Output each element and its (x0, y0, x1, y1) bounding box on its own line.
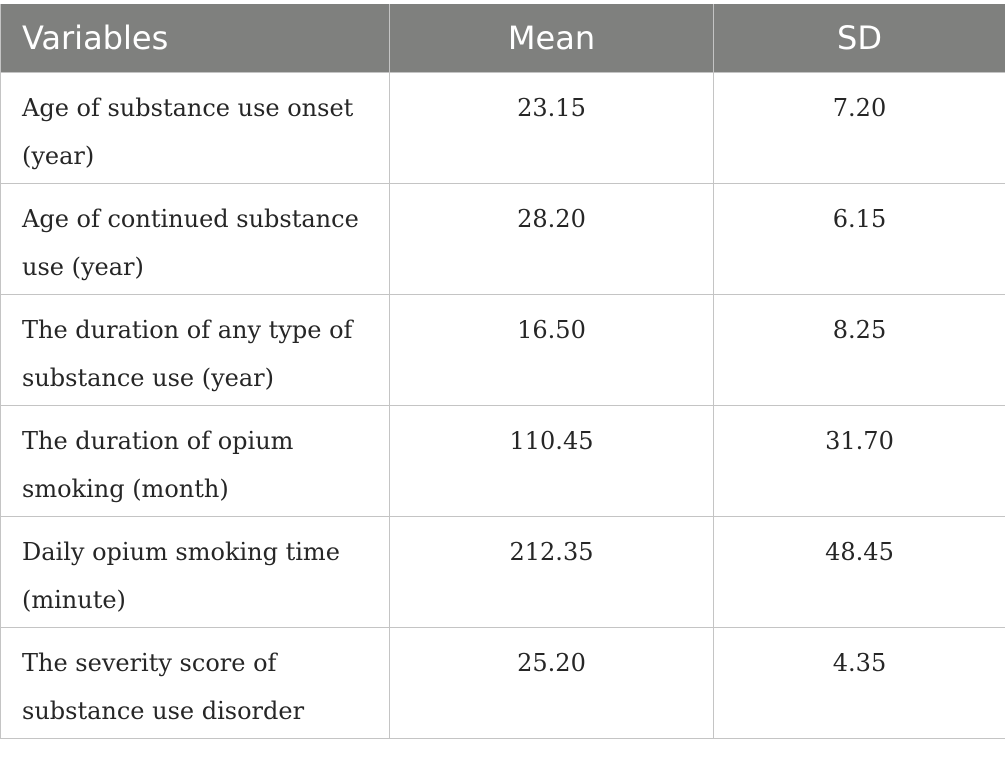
variable-cell: Age of continued substance use (year) (0, 183, 390, 295)
variable-cell: The duration of any type of substance us… (0, 294, 390, 406)
mean-cell: 28.20 (389, 183, 714, 295)
mean-cell: 110.45 (389, 405, 714, 517)
variable-cell: The duration of opium smoking (month) (0, 405, 390, 517)
statistics-table: Variables Mean SD Age of substance use o… (0, 4, 1005, 739)
variable-cell: Daily opium smoking time (minute) (0, 516, 390, 628)
table-row: Age of continued substance use (year) 28… (0, 183, 1005, 295)
header-mean: Mean (389, 4, 714, 73)
table-body: Age of substance use onset (year) 23.15 … (0, 72, 1005, 739)
mean-cell: 23.15 (389, 72, 714, 184)
sd-cell: 48.45 (713, 516, 1005, 628)
sd-cell: 8.25 (713, 294, 1005, 406)
header-row: Variables Mean SD (0, 4, 1005, 73)
mean-cell: 16.50 (389, 294, 714, 406)
sd-cell: 4.35 (713, 627, 1005, 739)
table-row: The duration of opium smoking (month) 11… (0, 405, 1005, 517)
table-header: Variables Mean SD (0, 4, 1005, 73)
variable-cell: The severity score of substance use diso… (0, 627, 390, 739)
header-variables: Variables (0, 4, 390, 73)
table-row: Age of substance use onset (year) 23.15 … (0, 72, 1005, 184)
table-row: Daily opium smoking time (minute) 212.35… (0, 516, 1005, 628)
sd-cell: 7.20 (713, 72, 1005, 184)
sd-cell: 6.15 (713, 183, 1005, 295)
mean-cell: 212.35 (389, 516, 714, 628)
sd-cell: 31.70 (713, 405, 1005, 517)
table-row: The severity score of substance use diso… (0, 627, 1005, 739)
header-sd: SD (713, 4, 1005, 73)
table-row: The duration of any type of substance us… (0, 294, 1005, 406)
variable-cell: Age of substance use onset (year) (0, 72, 390, 184)
mean-cell: 25.20 (389, 627, 714, 739)
